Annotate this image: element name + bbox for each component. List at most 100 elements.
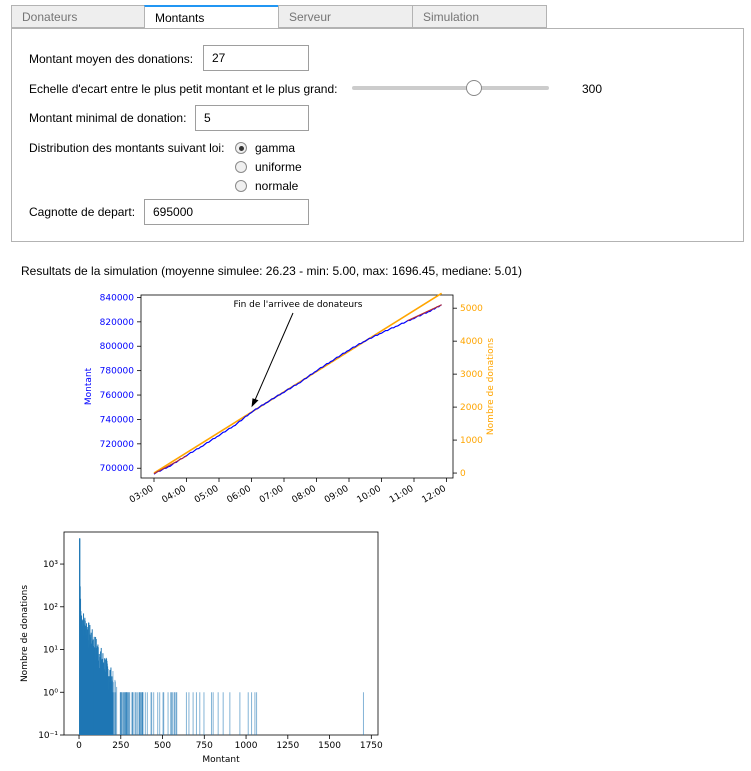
scale-slider-track[interactable]	[352, 86, 549, 90]
x-tick-label: 07:00	[258, 484, 286, 506]
min-input[interactable]: 5	[195, 105, 309, 131]
histogram-bar	[127, 692, 129, 735]
hist-y-tick-label: 10¹	[43, 646, 58, 656]
histogram-bar	[217, 692, 219, 735]
histogram-bar	[112, 682, 114, 735]
tab-donateurs[interactable]: Donateurs	[11, 5, 145, 28]
tab-bar: Donateurs Montants Serveur Simulation	[11, 5, 547, 30]
left-y-tick-label: 840000	[100, 293, 135, 303]
histogram-bar	[140, 692, 142, 735]
histogram-bar	[126, 692, 128, 735]
histogram-bar	[171, 692, 173, 735]
annotation-arrow	[254, 312, 294, 402]
histogram-bar	[122, 692, 124, 735]
histogram-bar	[229, 692, 231, 735]
series-overlap-end	[407, 304, 442, 322]
hist-x-tick-label: 1750	[360, 741, 383, 751]
histogram-bar	[173, 692, 175, 735]
histogram-bar	[142, 692, 144, 735]
pot-input[interactable]: 695000	[144, 199, 309, 225]
histogram-bar	[129, 692, 131, 735]
right-y-tick-label: 0	[460, 469, 466, 479]
line-chart-frame	[140, 294, 454, 479]
histogram-bar	[247, 692, 249, 735]
histogram-bar	[113, 692, 115, 735]
tab-montants[interactable]: Montants	[144, 5, 279, 30]
radio-normale-label[interactable]: normale	[255, 179, 299, 193]
montants-panel: Montant moyen des donations: 27 Echelle …	[11, 28, 744, 242]
histogram-bar	[175, 692, 177, 735]
histogram-bar	[174, 692, 176, 735]
histogram-bar	[116, 686, 118, 735]
hist-y-tick-label: 10⁰	[43, 688, 58, 698]
x-tick-label: 05:00	[193, 484, 221, 506]
hist-x-tick-label: 1000	[235, 741, 258, 751]
histogram-bar	[127, 692, 129, 735]
x-tick-label: 04:00	[161, 484, 189, 506]
distribution-label: Distribution des montants suivant loi:	[29, 141, 225, 155]
histogram-bar	[157, 692, 159, 735]
radio-uniforme-label[interactable]: uniforme	[255, 160, 302, 174]
right-y-tick-label: 2000	[460, 403, 483, 413]
right-axis-label: Nombre de donations	[486, 338, 496, 435]
histogram-bar	[203, 692, 205, 735]
histogram-bar	[133, 692, 135, 735]
left-y-tick-label: 720000	[100, 440, 135, 450]
histogram-bar	[167, 692, 169, 735]
mean-label: Montant moyen des donations:	[29, 52, 194, 66]
left-axis-label: Montant	[84, 367, 94, 405]
hist-x-tick-label: 1500	[318, 741, 341, 751]
radio-normale[interactable]	[235, 180, 247, 192]
left-y-tick-label: 780000	[100, 367, 135, 377]
radio-gamma-label[interactable]: gamma	[255, 141, 296, 155]
scale-slider-handle[interactable]	[466, 80, 483, 96]
histogram-bar	[210, 692, 212, 735]
histogram-bar	[150, 692, 152, 735]
histogram-bar	[115, 692, 117, 735]
histogram-bar	[159, 692, 161, 735]
histogram-bar	[123, 692, 125, 735]
histogram-bar	[239, 692, 241, 735]
histogram-bar	[153, 692, 155, 735]
histogram-bar	[251, 692, 253, 735]
radio-gamma[interactable]	[235, 142, 247, 154]
histogram-bar	[195, 692, 197, 735]
histogram-bar	[170, 692, 172, 735]
left-y-tick-label: 760000	[100, 391, 135, 401]
hist-y-axis-label: Nombre de donations	[20, 585, 30, 682]
scale-value: 300	[582, 82, 603, 96]
x-tick-label: 10:00	[356, 484, 384, 506]
histogram-bar	[212, 692, 214, 735]
right-y-tick-label: 3000	[460, 370, 483, 380]
histogram-bar	[121, 692, 123, 735]
annotation-arrowhead	[251, 398, 259, 408]
mean-input[interactable]: 27	[203, 45, 309, 71]
left-y-tick-label: 820000	[100, 318, 135, 328]
annotation-label: Fin de l'arrivee de donateurs	[234, 300, 363, 310]
x-tick-label: 06:00	[226, 484, 254, 506]
hist-x-tick-label: 750	[196, 741, 213, 751]
histogram-bar	[192, 692, 194, 735]
histogram-bar	[188, 692, 190, 735]
histogram-bar	[256, 692, 258, 735]
histogram-bar	[128, 692, 130, 735]
left-y-tick-label: 740000	[100, 415, 135, 425]
hist-y-tick-label: 10³	[43, 560, 58, 570]
x-tick-label: 11:00	[388, 484, 416, 506]
hist-y-tick-label: 10⁻¹	[38, 731, 58, 741]
tab-serveur[interactable]: Serveur	[278, 5, 413, 28]
radio-uniforme[interactable]	[235, 161, 247, 173]
histogram-bar	[151, 692, 153, 735]
histogram-bar	[362, 692, 364, 735]
pot-label: Cagnotte de depart:	[29, 205, 136, 219]
histogram-bar	[146, 692, 148, 735]
histogram-bar	[176, 692, 178, 735]
histogram-bar	[199, 692, 201, 735]
histogram-bar	[132, 692, 134, 735]
histogram-bar	[222, 692, 224, 735]
hist-x-tick-label: 250	[112, 741, 129, 751]
tab-simulation[interactable]: Simulation	[412, 5, 547, 28]
histogram-bar	[170, 692, 172, 735]
x-tick-label: 08:00	[291, 484, 319, 506]
histogram-bar	[123, 692, 125, 735]
